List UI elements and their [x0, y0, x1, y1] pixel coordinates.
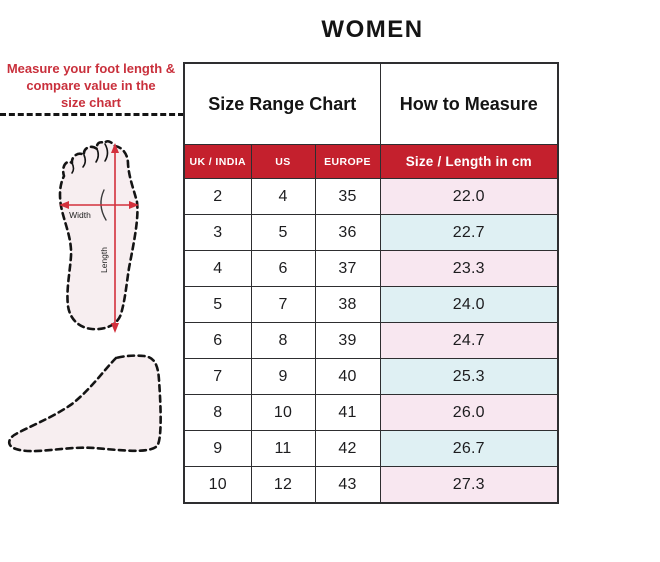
cell-europe: 43 — [314, 466, 381, 504]
foot-top-view-diagram: Width Length — [58, 140, 139, 333]
how-to-measure-header: How to Measure — [379, 62, 559, 145]
width-arrow — [59, 201, 139, 209]
cell-europe: 38 — [314, 286, 381, 323]
cell-us: 9 — [250, 358, 316, 395]
cell-us: 8 — [250, 322, 316, 359]
measure-instruction: Measure your foot length & compare value… — [1, 60, 181, 111]
cell-us: 12 — [250, 466, 316, 504]
col-header-europe: EUROPE — [314, 144, 381, 179]
cell-europe: 37 — [314, 250, 381, 287]
cell-uk-india: 2 — [183, 178, 252, 215]
cell-length-cm: 24.0 — [379, 286, 559, 323]
cell-length-cm: 25.3 — [379, 358, 559, 395]
foot-side-view-diagram — [7, 354, 162, 453]
dashed-divider — [0, 113, 184, 116]
width-label: Width — [69, 210, 91, 220]
group-header-row: Size Range Chart How to Measure — [183, 62, 559, 145]
table-row: 9 11 42 26.7 — [183, 430, 559, 467]
table-row: 10 12 43 27.3 — [183, 466, 559, 504]
column-header-row: UK / INDIA US EUROPE Size / Length in cm — [183, 144, 559, 179]
col-header-uk-india: UK / INDIA — [183, 144, 252, 179]
cell-us: 6 — [250, 250, 316, 287]
cell-uk-india: 4 — [183, 250, 252, 287]
length-label: Length — [99, 247, 109, 273]
cell-us: 4 — [250, 178, 316, 215]
col-header-us: US — [250, 144, 316, 179]
cell-uk-india: 3 — [183, 214, 252, 251]
cell-length-cm: 23.3 — [379, 250, 559, 287]
cell-length-cm: 26.7 — [379, 430, 559, 467]
length-arrow — [111, 143, 119, 333]
foot-outline — [58, 140, 139, 331]
cell-uk-india: 8 — [183, 394, 252, 431]
table-row: 7 9 40 25.3 — [183, 358, 559, 395]
cell-length-cm: 27.3 — [379, 466, 559, 504]
table-row: 8 10 41 26.0 — [183, 394, 559, 431]
page-title: WOMEN — [321, 16, 424, 43]
cell-europe: 36 — [314, 214, 381, 251]
cell-uk-india: 9 — [183, 430, 252, 467]
cell-length-cm: 24.7 — [379, 322, 559, 359]
cell-us: 7 — [250, 286, 316, 323]
cell-europe: 41 — [314, 394, 381, 431]
cell-europe: 35 — [314, 178, 381, 215]
table-row: 5 7 38 24.0 — [183, 286, 559, 323]
table-row: 2 4 35 22.0 — [183, 178, 559, 215]
instruction-line-2: compare value in the — [26, 78, 156, 94]
cell-europe: 40 — [314, 358, 381, 395]
cell-europe: 39 — [314, 322, 381, 359]
table-row: 6 8 39 24.7 — [183, 322, 559, 359]
instruction-line-1: Measure your foot length & — [6, 61, 176, 76]
col-header-length-cm: Size / Length in cm — [379, 144, 559, 179]
instruction-line-3: size chart — [61, 95, 121, 111]
table-row: 3 5 36 22.7 — [183, 214, 559, 251]
cell-length-cm: 22.0 — [379, 178, 559, 215]
size-chart-table: Size Range Chart How to Measure UK / IND… — [183, 62, 559, 504]
size-range-chart-header: Size Range Chart — [183, 62, 381, 145]
cell-uk-india: 5 — [183, 286, 252, 323]
cell-europe: 42 — [314, 430, 381, 467]
cell-us: 5 — [250, 214, 316, 251]
cell-us: 10 — [250, 394, 316, 431]
cell-uk-india: 6 — [183, 322, 252, 359]
cell-uk-india: 10 — [183, 466, 252, 504]
cell-uk-india: 7 — [183, 358, 252, 395]
cell-length-cm: 26.0 — [379, 394, 559, 431]
cell-length-cm: 22.7 — [379, 214, 559, 251]
toe-lines — [71, 143, 109, 174]
table-row: 4 6 37 23.3 — [183, 250, 559, 287]
cell-us: 11 — [250, 430, 316, 467]
foot-side-outline — [7, 354, 162, 453]
